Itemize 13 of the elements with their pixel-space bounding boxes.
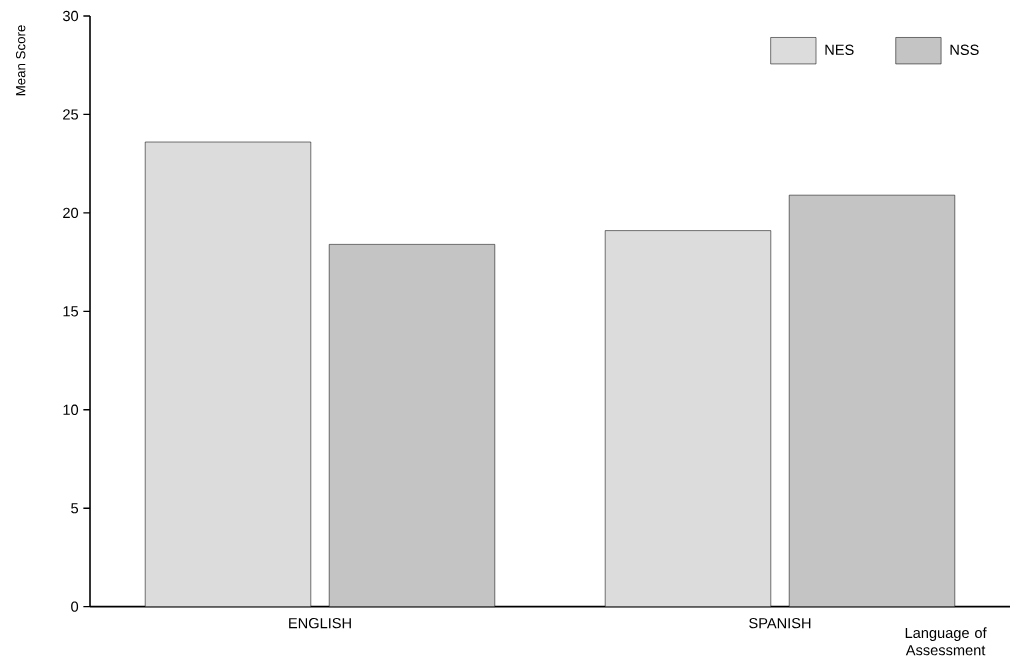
x-axis-title: Language of Assessment bbox=[905, 627, 987, 656]
y-tick-label: 10 bbox=[63, 404, 79, 416]
y-axis-title: Mean Score bbox=[15, 25, 26, 96]
legend-label: NES bbox=[825, 44, 854, 56]
y-tick-label: 5 bbox=[71, 503, 79, 514]
y-tick-label: 0 bbox=[71, 601, 79, 613]
y-tick-label: 30 bbox=[62, 11, 79, 22]
y-tick-label: 20 bbox=[63, 207, 79, 219]
x-tick-label: SPANISH bbox=[749, 618, 811, 629]
y-tick-label: 25 bbox=[63, 109, 79, 120]
legend-label: NSS bbox=[950, 44, 979, 56]
x-tick-label: ENGLISH bbox=[289, 618, 351, 629]
y-tick-label: 15 bbox=[63, 306, 79, 317]
